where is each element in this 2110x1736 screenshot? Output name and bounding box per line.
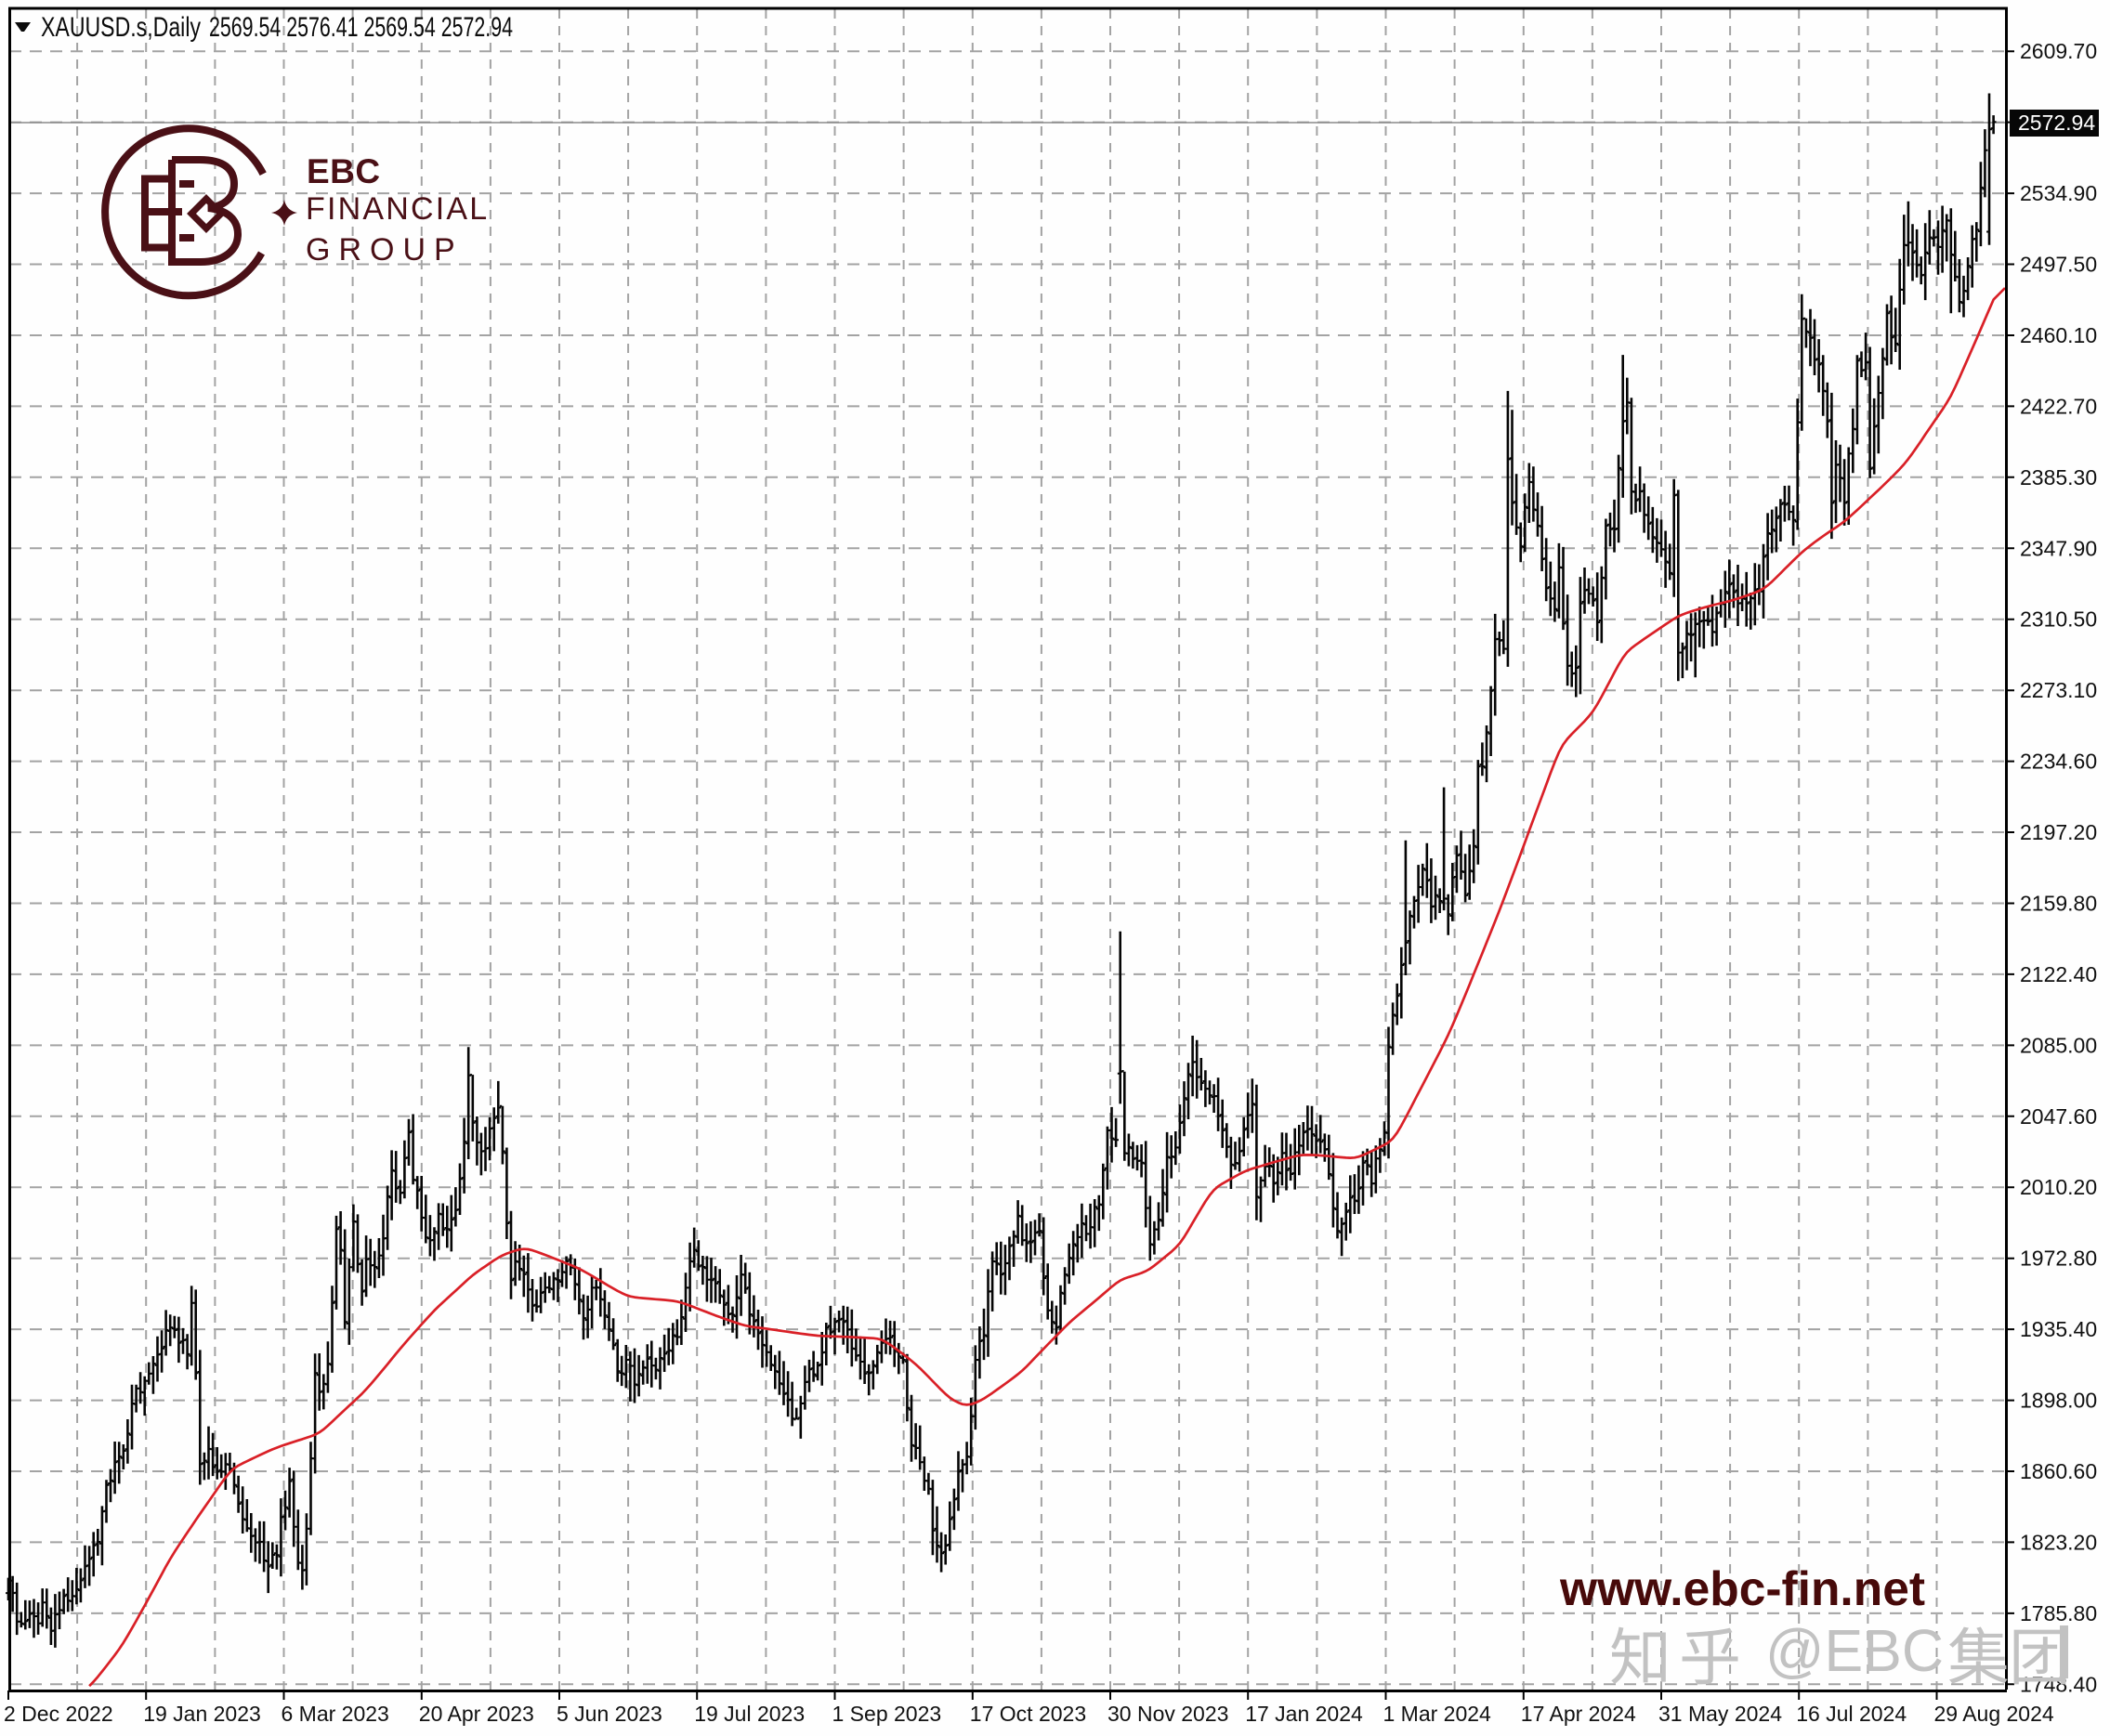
svg-text:XAUUSD.s,Daily: XAUUSD.s,Daily: [41, 12, 201, 43]
svg-text:31 May 2024: 31 May 2024: [1658, 1702, 1782, 1726]
svg-text:1748.40: 1748.40: [2020, 1672, 2097, 1696]
svg-text:2085.00: 2085.00: [2020, 1033, 2097, 1057]
svg-text:2497.50: 2497.50: [2020, 253, 2097, 277]
svg-text:2347.90: 2347.90: [2020, 536, 2097, 560]
svg-text:19 Jan 2023: 19 Jan 2023: [143, 1702, 261, 1726]
svg-text:2460.10: 2460.10: [2020, 323, 2097, 347]
svg-text:1935.40: 1935.40: [2020, 1317, 2097, 1341]
svg-text:2122.40: 2122.40: [2020, 962, 2097, 986]
svg-text:2569.54 2576.41 2569.54 2572.9: 2569.54 2576.41 2569.54 2572.94: [209, 12, 513, 43]
svg-text:2310.50: 2310.50: [2020, 607, 2097, 632]
svg-text:2 Dec 2022: 2 Dec 2022: [4, 1702, 113, 1726]
svg-text:FINANCIAL: FINANCIAL: [306, 191, 489, 227]
svg-text:2534.90: 2534.90: [2020, 181, 2097, 205]
svg-text:20 Apr 2023: 20 Apr 2023: [419, 1702, 534, 1726]
svg-text:2047.60: 2047.60: [2020, 1104, 2097, 1129]
svg-text:2273.10: 2273.10: [2020, 678, 2097, 702]
svg-text:17 Apr 2024: 17 Apr 2024: [1521, 1702, 1636, 1726]
svg-text:6 Mar 2023: 6 Mar 2023: [282, 1702, 389, 1726]
svg-text:2010.20: 2010.20: [2020, 1175, 2097, 1199]
svg-text:2234.60: 2234.60: [2020, 750, 2097, 774]
svg-text:2422.70: 2422.70: [2020, 394, 2097, 418]
svg-text:1823.20: 1823.20: [2020, 1530, 2097, 1554]
svg-text:1860.60: 1860.60: [2020, 1459, 2097, 1483]
svg-text:2385.30: 2385.30: [2020, 465, 2097, 489]
svg-text:1785.80: 1785.80: [2020, 1601, 2097, 1625]
svg-text:1898.00: 1898.00: [2020, 1389, 2097, 1413]
svg-text:16 Jul 2024: 16 Jul 2024: [1796, 1702, 1907, 1726]
svg-text:5 Jun 2023: 5 Jun 2023: [557, 1702, 662, 1726]
svg-text:17 Jan 2024: 17 Jan 2024: [1245, 1702, 1363, 1726]
svg-text:30 Nov 2023: 30 Nov 2023: [1107, 1702, 1228, 1726]
svg-text:1 Mar 2024: 1 Mar 2024: [1383, 1702, 1492, 1726]
svg-text:2572.94: 2572.94: [2018, 111, 2095, 135]
svg-text:17 Oct 2023: 17 Oct 2023: [970, 1702, 1086, 1726]
svg-text:@EBC: @EBC: [1765, 1617, 1944, 1684]
svg-text:www.ebc-fin.net: www.ebc-fin.net: [1559, 1562, 1925, 1616]
svg-text:19 Jul 2023: 19 Jul 2023: [694, 1702, 805, 1726]
svg-text:2159.80: 2159.80: [2020, 892, 2097, 916]
svg-text:GROUP: GROUP: [306, 232, 464, 268]
svg-text:1972.80: 1972.80: [2020, 1247, 2097, 1271]
svg-text:2609.70: 2609.70: [2020, 39, 2097, 63]
svg-text:EBC: EBC: [307, 152, 381, 190]
svg-text:2197.20: 2197.20: [2020, 820, 2097, 844]
svg-text:1 Sep 2023: 1 Sep 2023: [832, 1702, 942, 1726]
svg-text:29 Aug 2024: 29 Aug 2024: [1934, 1702, 2054, 1726]
